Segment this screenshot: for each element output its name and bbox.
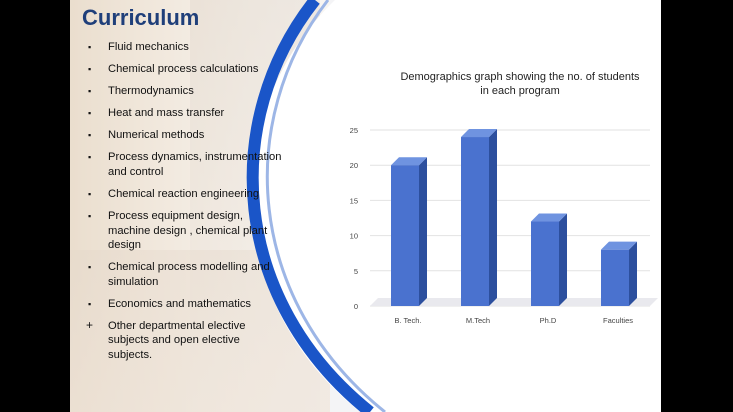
bullet-marker: ▪ xyxy=(88,64,92,75)
curriculum-item-text: Chemical process calculations xyxy=(108,63,259,76)
curriculum-item: ▪ Economics and mathematics xyxy=(84,297,284,312)
bar xyxy=(601,249,629,306)
curriculum-item-text: Heat and mass transfer xyxy=(108,107,225,120)
curriculum-item-text: Chemical reaction engineering xyxy=(108,188,260,201)
chart-floor xyxy=(370,298,658,306)
bar-side xyxy=(629,241,637,306)
curriculum-item-text: Economics and mathematics xyxy=(108,297,252,310)
bullet-marker: ▪ xyxy=(88,152,92,163)
bullet-marker: ▪ xyxy=(88,86,92,97)
y-tick-label: 0 xyxy=(354,302,358,311)
bullet-marker: ▪ xyxy=(88,211,92,222)
slide-title: Curriculum xyxy=(82,5,200,30)
bar-top xyxy=(391,157,427,166)
x-tick-label: B. Tech. xyxy=(395,316,422,325)
bar-side xyxy=(489,129,497,306)
bullet-marker: ▪ xyxy=(88,262,92,273)
curriculum-item: ▪ Fluid mechanics xyxy=(84,40,284,55)
curriculum-item: ▪ Chemical process modelling and simulati… xyxy=(84,260,284,289)
curriculum-item-text: Other departmental elective subjects and… xyxy=(108,319,246,361)
bullet-marker: ▪ xyxy=(88,130,92,141)
bar xyxy=(391,165,419,306)
curriculum-item: ▪ Heat and mass transfer xyxy=(84,106,284,121)
x-tick-label: M.Tech xyxy=(466,316,490,325)
slide: Curriculum ▪ Fluid mechanics ▪ Chemical pro… xyxy=(70,0,661,412)
bullet-marker: + xyxy=(86,317,94,332)
x-tick-label: Ph.D xyxy=(540,316,557,325)
curriculum-item: ▪ Thermodynamics xyxy=(84,84,284,99)
curriculum-item: ▪ Process dynamics, instrumentation and c… xyxy=(84,150,284,179)
bar-side xyxy=(419,157,427,306)
curriculum-item: ▪ Chemical reaction engineering xyxy=(84,187,284,202)
curriculum-item: + Other departmental elective subjects an… xyxy=(84,317,284,363)
bar xyxy=(461,137,489,306)
y-tick-label: 15 xyxy=(350,196,358,205)
bar xyxy=(531,221,559,306)
curriculum-item: ▪ Chemical process calculations xyxy=(84,62,284,77)
bar-chart: 0 5 10 15 20 25 B. Tech. M.Tech Ph.D Faculties xyxy=(350,126,658,325)
bullet-marker: ▪ xyxy=(88,298,92,309)
bar-top xyxy=(601,241,637,250)
curriculum-item-text: Numerical methods xyxy=(108,129,205,142)
bullet-marker: ▪ xyxy=(88,189,92,200)
curriculum-item-text: Process dynamics, instrumentation and co… xyxy=(108,151,282,178)
bar-top xyxy=(531,213,567,222)
curriculum-item-text: Chemical process modelling and simulatio… xyxy=(108,261,270,288)
bar-side xyxy=(559,213,567,306)
y-tick-label: 20 xyxy=(350,161,358,170)
curriculum-item: ▪ Process equipment design, machine desig… xyxy=(84,209,284,253)
chart-title: Demographics graph showing the no. of st… xyxy=(400,71,640,97)
bullet-marker: ▪ xyxy=(88,42,92,52)
x-tick-label: Faculties xyxy=(603,316,633,325)
y-tick-label: 25 xyxy=(350,126,358,135)
bullet-marker: ▪ xyxy=(88,108,92,119)
curriculum-item-text: Fluid mechanics xyxy=(108,41,189,53)
curriculum-item-text: Process equipment design, machine design… xyxy=(108,210,268,252)
decorative-curve xyxy=(246,0,661,412)
bar-top xyxy=(461,129,497,138)
curriculum-item: ▪ Numerical methods xyxy=(84,128,284,143)
curriculum-list: ▪ Fluid mechanics ▪ Chemical process calcul… xyxy=(84,40,284,370)
y-tick-label: 5 xyxy=(354,267,358,276)
curriculum-item-text: Thermodynamics xyxy=(108,85,194,98)
y-tick-label: 10 xyxy=(350,232,358,241)
